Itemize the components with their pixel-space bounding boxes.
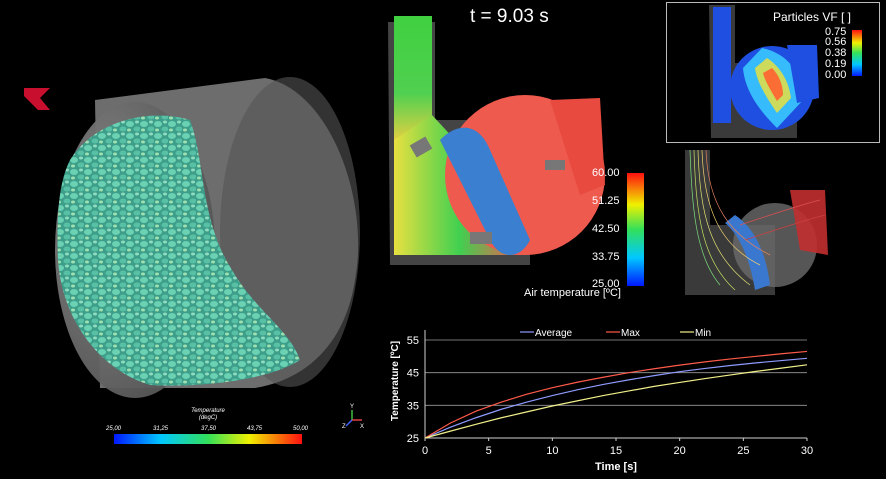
series-line-min: [424, 364, 808, 439]
axis-triad-icon: Z X Y: [342, 404, 364, 430]
air-temperature-label: Air temperature [ºC]: [524, 287, 621, 299]
particle-legend-title: Temperature (degC): [184, 408, 232, 422]
x-axis-label: Time [s]: [595, 461, 637, 473]
x-tick-label: 30: [801, 445, 813, 457]
legend-label-min: Min: [695, 328, 711, 339]
particle-temperature-colorbar: [114, 434, 302, 444]
x-tick-label: 25: [737, 445, 749, 457]
air-temp-tick: 33.75: [592, 251, 620, 263]
series-line-average: [424, 357, 808, 439]
x-tick-label: 10: [546, 445, 558, 457]
particles-vf-title: Particles VF [ ]: [772, 10, 851, 24]
duct-inlet-leg: [394, 16, 432, 145]
particles-vf-render: [709, 5, 819, 138]
particles-vf-inset: Particles VF [ ] 0.75 0.56 0.38 0.19 0.0…: [666, 2, 880, 143]
x-tick-label: 15: [610, 445, 622, 457]
vf-tick: 0.38: [825, 47, 847, 59]
particle-legend-title-line1: Temperature: [191, 408, 225, 414]
air-temp-tick: 60.00: [592, 167, 620, 179]
legend-label-max: Max: [621, 328, 640, 339]
x-tick-label: 5: [486, 445, 492, 457]
air-temp-tick: 25.00: [592, 278, 620, 290]
y-axis-label: Temperature [ºC]: [390, 341, 401, 421]
y-tick-label: 35: [407, 400, 419, 412]
particle-legend-tick: 43,75: [247, 426, 263, 432]
temperature-chart: 25 35 45 55 0 5 10 15 20 25 30 Time [s] Temperature …: [390, 328, 813, 473]
streamlines-render: [685, 149, 828, 295]
drum-outlet: [550, 98, 605, 195]
particle-legend-title-line2: (degC): [198, 415, 218, 421]
x-tick-label: 20: [674, 445, 686, 457]
air-temperature-colorbar: [627, 173, 644, 286]
air-temperature-render: [388, 16, 605, 265]
particle-legend-tick: 37,50: [201, 426, 217, 432]
particles-vf-colorbar: [852, 30, 862, 76]
simulation-time-label: t = 9.03 s: [470, 6, 549, 27]
air-temp-tick: 51.25: [592, 195, 620, 207]
vf-tick: 0.19: [825, 58, 847, 70]
y-tick-label: 25: [407, 433, 419, 445]
axis-y-label: Y: [350, 404, 354, 410]
particle-legend-tick: 50,00: [293, 426, 309, 432]
particle-legend-tick: 31,25: [153, 426, 169, 432]
particle-bed: [57, 115, 300, 386]
axis-z-label: Z: [342, 424, 346, 430]
particle-legend-tick: 25,00: [106, 426, 122, 432]
y-tick-label: 45: [407, 368, 419, 380]
vf-tick: 0.56: [825, 36, 847, 48]
vf-tick: 0.75: [825, 26, 847, 38]
axis-x-label: X: [360, 424, 364, 430]
y-tick-label: 55: [407, 335, 419, 347]
series-line-max: [424, 350, 808, 439]
brand-logo-icon: [24, 88, 50, 110]
drum-render: Z X Y: [24, 77, 364, 444]
air-temp-tick: 42.50: [592, 223, 620, 235]
legend-label-average: Average: [535, 328, 573, 339]
vf-tick: 0.00: [825, 69, 847, 81]
x-tick-label: 0: [422, 445, 428, 457]
particle-band: [440, 127, 530, 255]
